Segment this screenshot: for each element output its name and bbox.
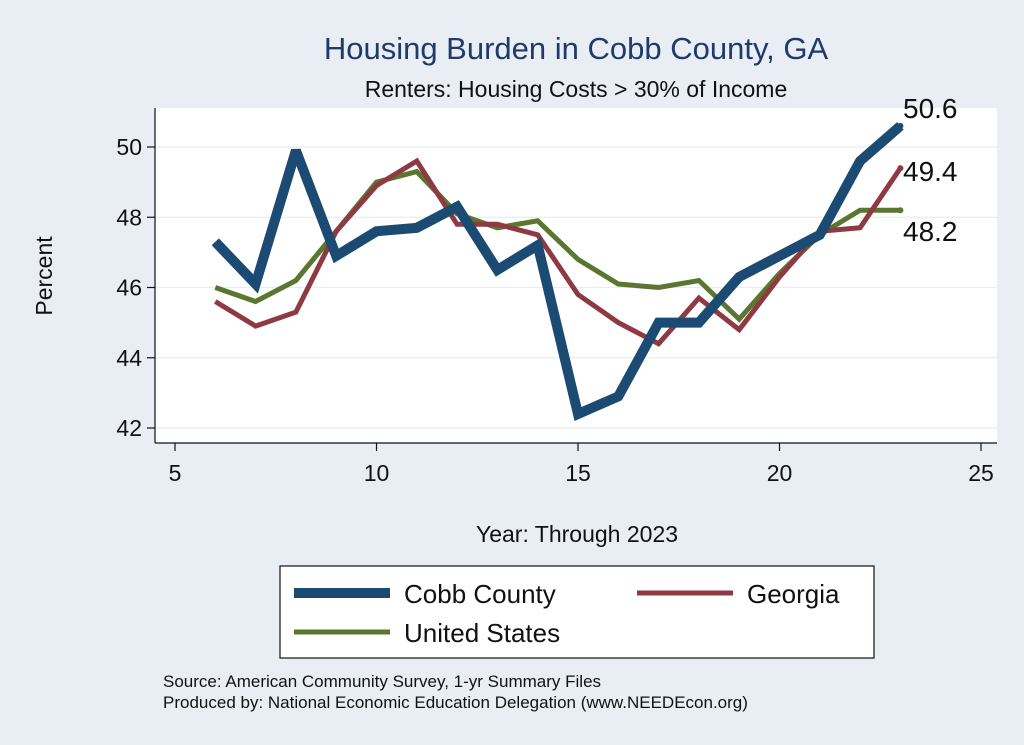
x-tick-label: 5 (169, 460, 182, 486)
legend-label-georgia: Georgia (747, 579, 840, 609)
y-axis: 42 44 46 48 50 (116, 108, 156, 443)
y-tick-label: 44 (116, 345, 142, 371)
legend-label-cobb-county: Cobb County (404, 579, 556, 609)
legend-box (279, 565, 875, 659)
legend: Cobb County Georgia United States (279, 565, 875, 659)
y-tick-label: 50 (116, 134, 142, 160)
y-tick-label: 48 (116, 204, 142, 230)
y-axis-label: Percent (31, 236, 57, 316)
producer-note: Produced by: National Economic Education… (163, 693, 748, 712)
legend-label-united-states: United States (404, 618, 560, 648)
end-label-cobb-county: 50.6 (903, 93, 958, 124)
end-labels: 50.6 49.4 48.2 (897, 93, 958, 247)
end-marker-united-states (897, 207, 904, 214)
x-tick-label: 25 (968, 460, 994, 486)
x-tick-label: 15 (565, 460, 591, 486)
source-note: Source: American Community Survey, 1-yr … (163, 672, 601, 691)
chart-subtitle: Renters: Housing Costs > 30% of Income (365, 76, 788, 102)
x-tick-label: 20 (767, 460, 793, 486)
series-lines (211, 122, 904, 421)
x-axis-label: Year: Through 2023 (476, 521, 678, 547)
end-marker-cobb-county (897, 122, 904, 129)
end-marker-georgia (897, 165, 904, 172)
y-tick-label: 42 (116, 415, 142, 441)
end-label-united-states: 48.2 (903, 216, 958, 247)
series-line-cobb-county (211, 122, 904, 421)
x-tick-label: 10 (364, 460, 390, 486)
chart-title: Housing Burden in Cobb County, GA (324, 31, 829, 66)
end-label-georgia: 49.4 (903, 156, 958, 187)
x-axis: 5 10 15 20 25 (155, 442, 997, 486)
y-tick-label: 46 (116, 275, 142, 301)
